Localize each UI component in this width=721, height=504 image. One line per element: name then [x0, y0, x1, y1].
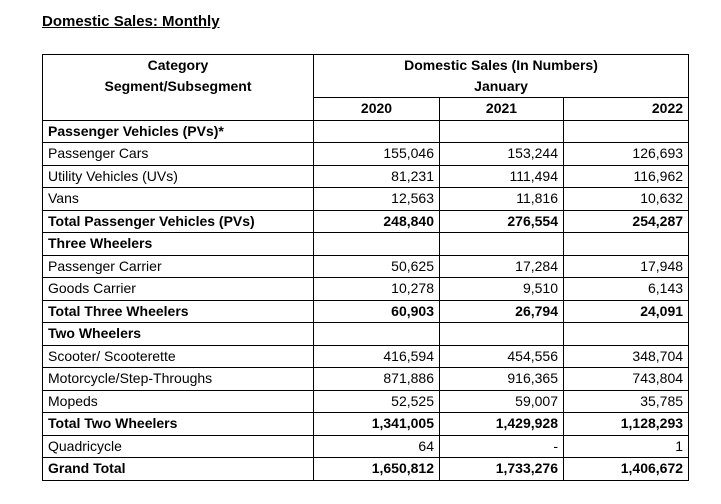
value-cell-2021: 153,244: [439, 142, 564, 166]
category-header-line2: Segment/Subsegment: [104, 78, 252, 94]
section-row: Two Wheelers: [42, 322, 690, 346]
value-cell-2022: 116,962: [562, 164, 690, 188]
value-cell-2022: 126,693: [562, 142, 690, 166]
value-cell-2020: 64: [313, 434, 440, 458]
row-label: Utility Vehicles (UVs): [42, 164, 314, 188]
header-row-2: January: [43, 76, 690, 98]
value-cell-2021: 111,494: [439, 164, 564, 188]
table-row: Passenger Carrier 50,625 17,284 17,948: [42, 254, 690, 278]
value-cell-2022: [562, 322, 690, 346]
value-cell-2021: 11,816: [439, 187, 564, 211]
row-label: Total Three Wheelers: [42, 299, 314, 323]
table-row: Vans 12,563 11,816 10,632: [42, 187, 690, 211]
year-header-2020: 2020: [313, 97, 440, 121]
row-label: Passenger Carrier: [42, 254, 314, 278]
row-label: Mopeds: [42, 389, 314, 413]
value-cell-2021: [439, 119, 564, 143]
header-row-3: 2020 2021 2022: [42, 97, 690, 121]
value-cell-2021: 9,510: [439, 277, 564, 301]
row-label: Total Two Wheelers: [42, 412, 314, 436]
value-cell-2020: 12,563: [313, 187, 440, 211]
month-header: January: [312, 76, 690, 98]
value-cell-2021: 276,554: [439, 209, 564, 233]
value-cell-2020: 1,650,812: [313, 457, 440, 481]
row-label: Grand Total: [42, 457, 314, 481]
category-header: Category Segment/Subsegment: [42, 54, 314, 98]
section-row: Three Wheelers: [42, 232, 690, 256]
value-cell-2022: [562, 119, 690, 143]
value-cell-2020: [313, 322, 440, 346]
page-title: Domestic Sales: Monthly: [42, 13, 220, 30]
value-cell-2022: 24,091: [562, 299, 690, 323]
category-header-line1: Category: [147, 57, 209, 73]
value-cell-2021: [439, 232, 564, 256]
row-label: Passenger Vehicles (PVs)*: [42, 119, 314, 143]
row-label: Passenger Cars: [42, 142, 314, 166]
table-row: Passenger Cars 155,046 153,244 126,693: [42, 142, 690, 166]
value-cell-2022: 17,948: [562, 254, 690, 278]
row-label: Goods Carrier: [42, 277, 314, 301]
value-cell-2021: 26,794: [439, 299, 564, 323]
value-cell-2020: 155,046: [313, 142, 440, 166]
category-header-spacer: [42, 97, 314, 121]
value-cell-2022: 1,128,293: [562, 412, 690, 436]
total-row: Total Passenger Vehicles (PVs) 248,840 276…: [42, 209, 690, 233]
value-cell-2021: 916,365: [439, 367, 564, 391]
value-cell-2021: 17,284: [439, 254, 564, 278]
value-cell-2022: 1: [562, 434, 690, 458]
value-cell-2022: 6,143: [562, 277, 690, 301]
value-cell-2020: 81,231: [313, 164, 440, 188]
value-cell-2020: 1,341,005: [313, 412, 440, 436]
table-row: Mopeds 52,525 59,007 35,785: [42, 389, 690, 413]
row-label: Vans: [42, 187, 314, 211]
value-cell-2020: [313, 232, 440, 256]
table-row: Quadricycle 64-1: [42, 434, 690, 458]
value-cell-2021: 1,733,276: [439, 457, 564, 481]
value-cell-2020: 871,886: [313, 367, 440, 391]
year-header-2022: 2022: [562, 97, 690, 121]
value-cell-2022: 348,704: [562, 344, 690, 368]
value-cell-2020: 10,278: [313, 277, 440, 301]
value-cell-2021: 1,429,928: [439, 412, 564, 436]
value-cell-2020: [313, 119, 440, 143]
table-row: Utility Vehicles (UVs) 81,231 111,494 116,9…: [42, 164, 690, 188]
value-cell-2020: 416,594: [313, 344, 440, 368]
value-cell-2022: 254,287: [562, 209, 690, 233]
value-cell-2021: 59,007: [439, 389, 564, 413]
row-label: Quadricycle: [42, 434, 314, 458]
row-label: Motorcycle/Step-Throughs: [42, 367, 314, 391]
row-label: Two Wheelers: [42, 322, 314, 346]
table-row: Motorcycle/Step-Throughs 871,886 916,365 74…: [42, 367, 690, 391]
value-cell-2021: -: [439, 434, 564, 458]
value-cell-2022: [562, 232, 690, 256]
total-row: Total Two Wheelers 1,341,005 1,429,928 1,12…: [42, 412, 690, 436]
total-row: Grand Total 1,650,812 1,733,276 1,406,672: [42, 457, 690, 481]
value-cell-2021: [439, 322, 564, 346]
domestic-sales-table: Category Segment/Subsegment Domestic Sal…: [42, 54, 690, 481]
section-row: Passenger Vehicles (PVs)*: [42, 119, 690, 143]
value-cell-2020: 50,625: [313, 254, 440, 278]
value-cell-2022: 35,785: [562, 389, 690, 413]
table-row: Scooter/ Scooterette 416,594 454,556 348,70…: [42, 344, 690, 368]
table-row: Goods Carrier 10,278 9,510 6,143: [42, 277, 690, 301]
value-cell-2020: 60,903: [313, 299, 440, 323]
row-label: Three Wheelers: [42, 232, 314, 256]
header-row-1: Category Segment/Subsegment Domestic Sal…: [42, 54, 690, 98]
total-row: Total Three Wheelers 60,903 26,794 24,091: [42, 299, 690, 323]
value-cell-2020: 52,525: [313, 389, 440, 413]
value-cell-2022: 1,406,672: [562, 457, 690, 481]
sales-title-header: Domestic Sales (In Numbers): [312, 54, 690, 76]
value-cell-2022: 10,632: [562, 187, 690, 211]
value-cell-2020: 248,840: [313, 209, 440, 233]
value-cell-2022: 743,804: [562, 367, 690, 391]
value-cell-2021: 454,556: [439, 344, 564, 368]
row-label: Scooter/ Scooterette: [42, 344, 314, 368]
row-label: Total Passenger Vehicles (PVs): [42, 209, 314, 233]
year-header-2021: 2021: [439, 97, 564, 121]
